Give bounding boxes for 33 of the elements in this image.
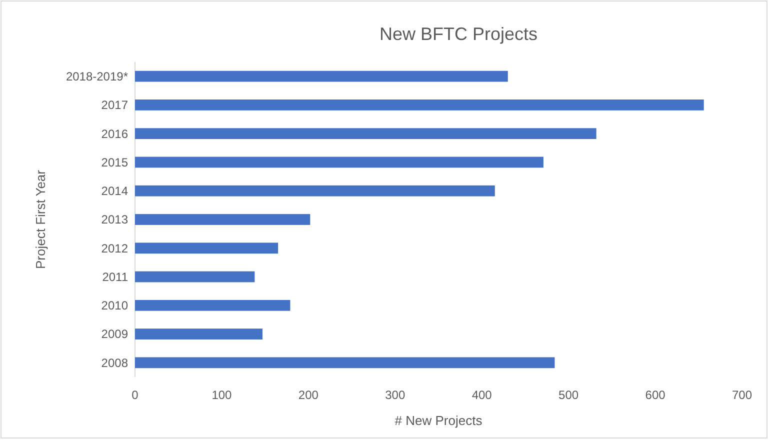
y-tick-label: 2011 [102,270,128,284]
x-tick-label: 300 [385,388,406,402]
bar [135,70,508,82]
bar [135,300,290,311]
x-tick-label: 200 [298,388,319,402]
y-tick-label: 2014 [101,184,128,198]
y-tick-label: 2012 [101,241,128,256]
y-tick-label: 2018-2019* [66,70,128,84]
x-tick-label: 700 [732,388,752,402]
y-tick-label: 2008 [101,356,128,370]
bar [135,100,704,110]
x-tick-label: 100 [212,388,232,402]
bar [135,185,495,196]
x-axis-title: # New Projects [394,413,483,428]
bar [135,156,544,168]
y-tick-label: 2010 [101,298,128,313]
bar [135,271,255,282]
y-axis-title: Project First Year [33,169,48,269]
y-tick-label: 2017 [101,98,128,112]
bar [135,328,262,340]
x-tick-label: 600 [645,388,666,402]
x-tick-label: 400 [472,388,492,402]
bar [135,214,310,225]
bar [135,242,278,254]
y-tick-label: 2016 [101,126,128,141]
bar [135,128,596,140]
x-tick-label: 0 [132,388,139,402]
chart-title: New BFTC Projects [379,24,538,44]
y-tick-label: 2015 [101,155,128,170]
y-tick-label: 2009 [101,327,128,342]
y-tick-label: 2013 [101,212,128,227]
bar [135,357,555,368]
x-tick-label: 500 [558,388,579,402]
